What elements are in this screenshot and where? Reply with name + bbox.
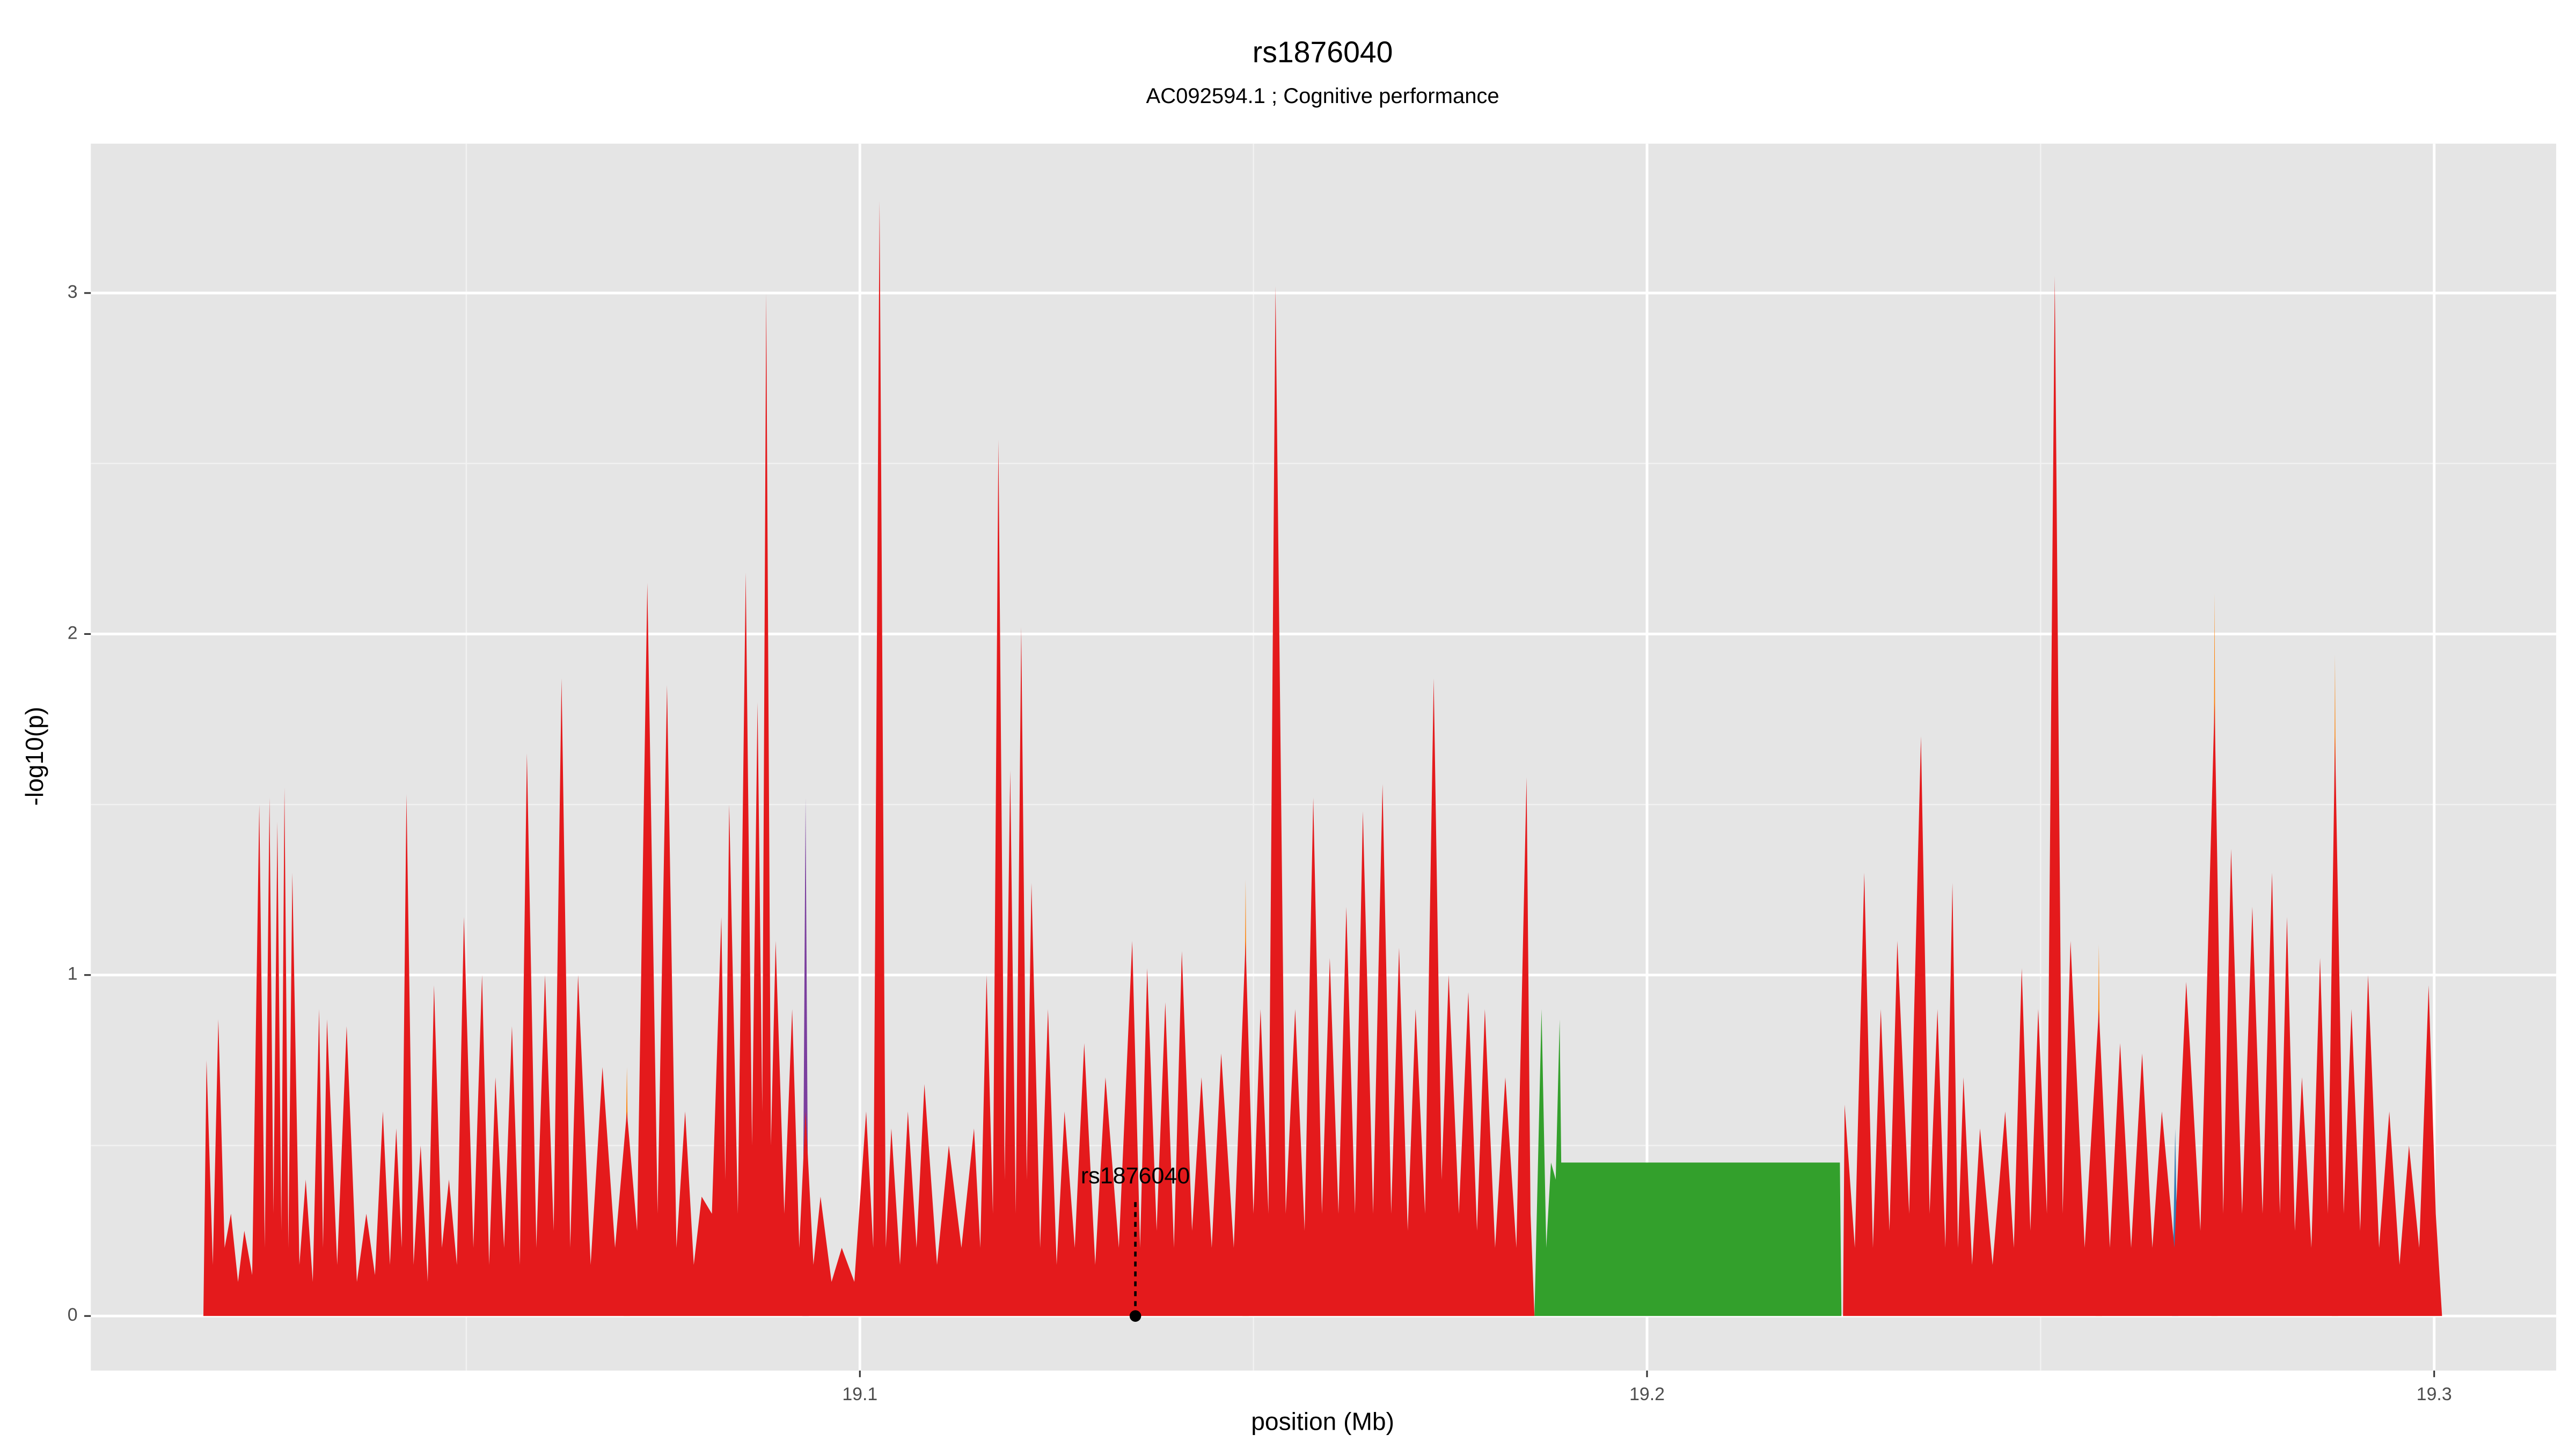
y-tick-label: 0 [68,1305,78,1325]
annotation-label: rs1876040 [1081,1163,1190,1189]
area [1534,1009,1842,1316]
marks: rs1876040 [203,201,2442,1322]
x-tick-label: 19.3 [2417,1384,2452,1404]
area [1843,276,2442,1316]
x-axis-label: position (Mb) [1251,1407,1394,1435]
y-tick-label: 2 [68,623,78,643]
annotation-point [1129,1310,1141,1322]
y-tick-label: 3 [68,282,78,302]
chart-subtitle: AC092594.1 ; Cognitive performance [1146,84,1499,108]
area [203,201,1535,1316]
y-tick-label: 1 [68,964,78,984]
axes: 19.1 19.2 19.3 0 1 2 3 [68,282,2452,1404]
y-axis-label: -log10(p) [20,707,48,806]
x-tick-label: 19.2 [1629,1384,1665,1404]
x-tick-label: 19.1 [842,1384,877,1404]
chart-title: rs1876040 [1253,35,1393,69]
